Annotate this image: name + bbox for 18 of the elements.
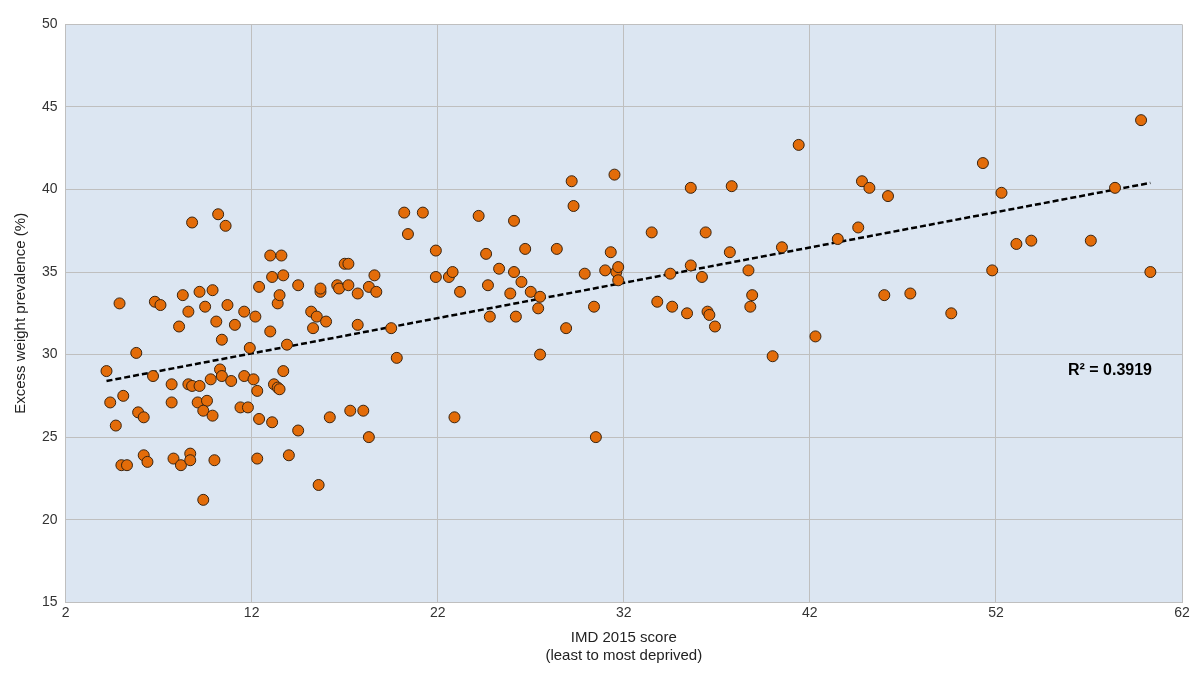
y-tick-label: 20: [41, 510, 58, 527]
y-tick-label: 25: [41, 427, 58, 444]
y-tick-label: 40: [41, 180, 58, 197]
x-tick-label: 12: [243, 604, 260, 621]
y-axis-title: Excess weight prevalence (%): [11, 212, 29, 414]
x-tick-label: 2: [61, 604, 70, 621]
x-tick-label: 62: [1174, 604, 1190, 621]
x-axis-title: IMD 2015 score (least to most deprived): [545, 628, 703, 664]
annotation: R² = 0.3919: [1067, 361, 1153, 379]
x-tick-label: 32: [616, 604, 632, 621]
y-tick-label: 15: [41, 593, 58, 610]
x-tick-label: 52: [988, 604, 1004, 621]
y-tick-label: 50: [41, 15, 58, 32]
y-tick-label: 45: [41, 97, 58, 114]
x-tick-label: 42: [802, 604, 818, 621]
x-tick-label: 22: [429, 604, 446, 621]
y-tick-label: 30: [41, 345, 58, 362]
y-tick-label: 35: [41, 262, 58, 279]
